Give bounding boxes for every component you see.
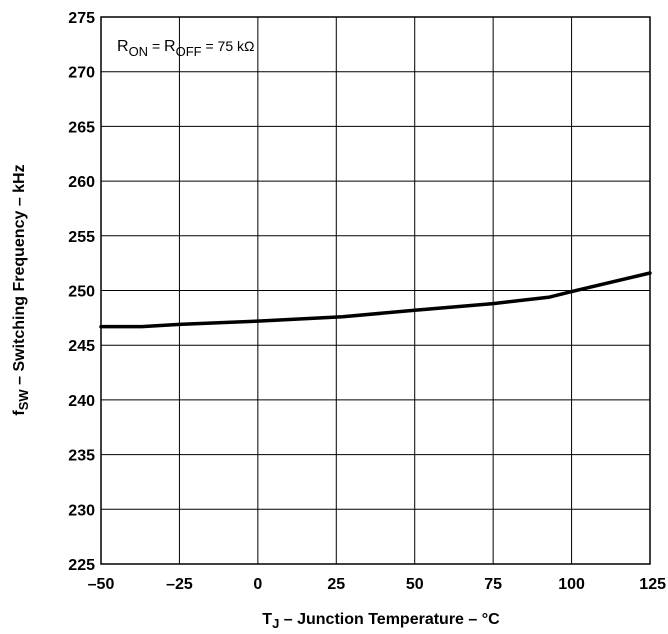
y-tick-label: 240: [68, 393, 95, 410]
x-tick-label: 100: [558, 576, 585, 593]
y-tick-label: 235: [68, 448, 95, 465]
grid: [100, 16, 651, 565]
y-tick-label: 260: [68, 174, 95, 191]
y-tick-label: 265: [68, 119, 95, 136]
annotation: RON = ROFF = 75 kΩ: [117, 38, 254, 59]
y-tick-labels: 225 230 235 240 245 250 255 260 265 270 275: [68, 10, 95, 574]
x-tick-label: 25: [327, 576, 345, 593]
y-tick-label: 245: [68, 338, 95, 355]
y-axis-title: fSW – Switching Frequency – kHz: [11, 164, 31, 415]
y-tick-label: 225: [68, 557, 95, 574]
y-tick-label: 255: [68, 229, 95, 246]
x-tick-label: 0: [253, 576, 262, 593]
x-tick-label: 75: [484, 576, 502, 593]
y-tick-label: 250: [68, 284, 95, 301]
x-tick-label: 125: [639, 576, 666, 593]
y-tick-label: 270: [68, 65, 95, 82]
x-tick-label: –50: [88, 576, 115, 593]
y-tick-label: 275: [68, 10, 95, 27]
frequency-line: [99, 271, 652, 329]
x-tick-labels: –50 –25 0 25 50 75 100 125: [88, 576, 666, 593]
x-tick-label: –25: [166, 576, 193, 593]
x-axis-title: TJ – Junction Temperature – °C: [262, 611, 500, 631]
plot-frame: [100, 16, 651, 565]
x-tick-label: 50: [406, 576, 424, 593]
y-tick-label: 230: [68, 502, 95, 519]
